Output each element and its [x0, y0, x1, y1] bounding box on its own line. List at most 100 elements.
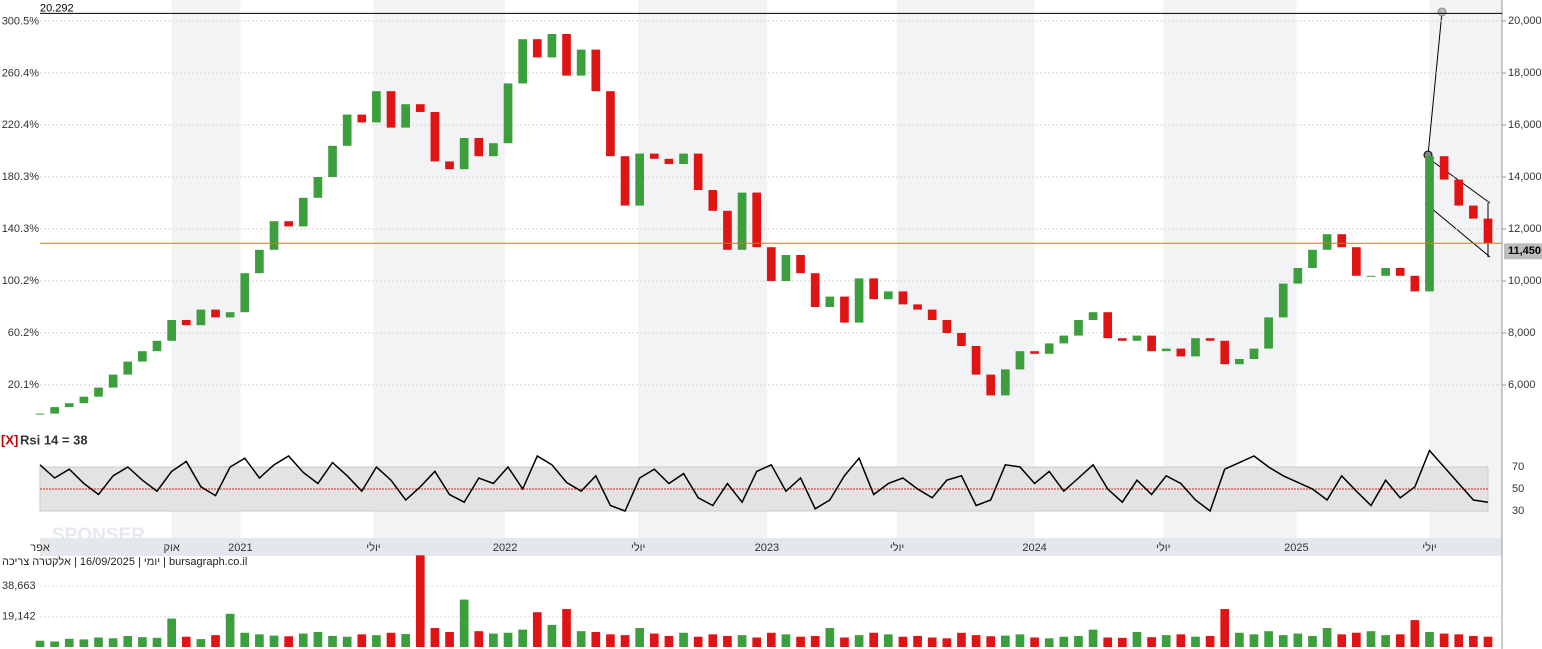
volume-bar — [737, 635, 747, 647]
y2-tick-label: 140.3% — [2, 223, 40, 235]
volume-bar — [64, 638, 74, 647]
volume-bar — [620, 635, 630, 647]
y-tick-label: 50 — [1512, 483, 1524, 495]
candle — [503, 83, 513, 144]
candle — [1015, 351, 1025, 370]
x-axis-strip — [40, 538, 1502, 556]
volume-bar — [971, 635, 981, 647]
volume-bar — [591, 631, 601, 647]
volume-bar — [1469, 635, 1478, 647]
candle — [138, 351, 147, 362]
y2-tick-label: 180.3% — [2, 171, 40, 183]
volume-bar — [1410, 620, 1420, 647]
volume-bar — [357, 634, 367, 647]
volume-bar — [1074, 635, 1083, 647]
volume-bar — [927, 637, 937, 647]
candle — [1030, 351, 1039, 354]
candle — [693, 153, 703, 191]
volume-bar — [1059, 636, 1069, 647]
candle — [35, 413, 45, 415]
candle — [1483, 218, 1493, 244]
candle — [986, 374, 996, 396]
volume-bar — [898, 636, 908, 647]
candle — [1147, 335, 1156, 352]
candle — [123, 361, 133, 375]
candle — [532, 39, 542, 58]
volume-bar — [1000, 635, 1010, 647]
volume-bar — [181, 636, 191, 647]
candle — [50, 407, 59, 414]
candle — [1425, 156, 1434, 292]
shade-band — [171, 0, 241, 538]
volume-bar — [649, 633, 659, 647]
volume-bar — [269, 635, 279, 647]
volume-bar — [576, 631, 586, 647]
volume-bar — [883, 634, 893, 647]
volume-bar — [957, 632, 966, 647]
volume-bar — [445, 631, 454, 647]
candle — [664, 158, 674, 165]
y2-tick-label: 20.1% — [8, 379, 39, 391]
x-tick-label: 2021 — [228, 542, 252, 554]
volume-bar — [1117, 637, 1127, 647]
volume-bar — [1454, 634, 1464, 647]
candle — [942, 319, 952, 333]
rsi-title: Rsi 14 = 38 — [20, 432, 88, 447]
volume-bar — [854, 635, 864, 647]
candle — [635, 153, 645, 206]
candle — [79, 396, 89, 404]
candle — [927, 309, 937, 320]
volume-bar — [942, 638, 952, 647]
volume-bar — [1483, 636, 1493, 647]
candle — [576, 49, 586, 76]
volume-bar — [255, 634, 264, 647]
candle — [1366, 275, 1376, 277]
bands — [171, 0, 1502, 538]
candle — [1059, 335, 1069, 344]
y-tick-label: 10,000 — [1508, 275, 1542, 287]
candle — [342, 114, 352, 146]
volume-bar — [225, 613, 235, 647]
candle — [1293, 267, 1303, 284]
candle — [1074, 319, 1083, 336]
volume-bar — [1191, 636, 1200, 647]
volume-bar — [1352, 632, 1361, 647]
volume-bar — [1395, 634, 1405, 647]
volume-bar — [913, 635, 922, 647]
volume-bar — [1030, 637, 1039, 647]
candle — [313, 177, 323, 198]
y-tick-label: 8,000 — [1508, 327, 1536, 339]
volume-bar — [1264, 631, 1273, 647]
volume-bar — [211, 635, 220, 647]
x-tick-label: 2023 — [755, 542, 779, 554]
volume-bar — [562, 609, 571, 647]
volume-bar — [532, 612, 542, 647]
volume-bar — [1235, 632, 1244, 647]
x-tick-label: יולי — [1422, 541, 1436, 554]
candle — [883, 291, 893, 300]
volume-bar — [547, 624, 557, 647]
volume-bar — [693, 636, 703, 647]
candle — [328, 145, 337, 178]
volume-title: יומי | 16/09/2025 | אלקטרה צריכה | bursa… — [2, 555, 247, 568]
candle — [1220, 340, 1230, 365]
volume-bar — [1132, 631, 1142, 647]
volume-bar — [1293, 633, 1303, 647]
volume-bar — [1044, 638, 1054, 647]
shade-band — [373, 0, 506, 538]
y-tick-label: 14,000 — [1508, 171, 1542, 183]
volume-bar — [1161, 635, 1171, 647]
candle — [1454, 179, 1464, 206]
candle — [298, 197, 308, 227]
x-tick-label: יולי — [890, 541, 904, 554]
candle — [854, 278, 864, 323]
candle — [1337, 234, 1347, 248]
x-tick-label: יולי — [366, 541, 380, 554]
candle — [269, 221, 279, 250]
price-box-label: 11,450 — [1508, 245, 1541, 257]
y-tick-label: 19,142 — [2, 611, 36, 623]
volume-bar — [1088, 629, 1098, 647]
y-tick-label: 18,000 — [1508, 67, 1542, 79]
volume-bar — [50, 641, 59, 647]
volume-bar — [723, 635, 732, 647]
